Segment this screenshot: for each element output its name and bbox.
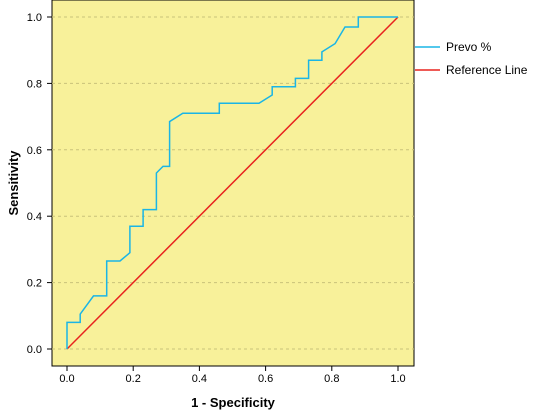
series-line-reference-line xyxy=(66,16,399,350)
x-tick-label: 0.4 xyxy=(192,373,207,385)
y-axis-title: Sensitivity xyxy=(6,150,21,216)
legend-label-reference-line: Reference Line xyxy=(446,63,528,77)
series xyxy=(66,16,399,350)
y-tick-label: 0.2 xyxy=(27,278,42,290)
y-tick-label: 0.4 xyxy=(27,211,42,223)
y-tick-label: 1.0 xyxy=(27,12,42,24)
series-line-prevo xyxy=(66,16,398,349)
legend-label-prevo: Prevo % xyxy=(446,40,492,54)
x-tick-label: 0.0 xyxy=(59,373,74,385)
x-axis-title: 1 - Specificity xyxy=(191,395,276,410)
x-tick-label: 1.0 xyxy=(390,373,405,385)
x-tick-label: 0.2 xyxy=(126,373,141,385)
axes: 0.0 0.2 0.4 0.6 0.8 1.0 0.0 0.2 0.4 0.6 0.8 1.0 xyxy=(27,12,406,385)
legend: Prevo % Reference Line xyxy=(415,40,528,77)
y-tick-label: 0.0 xyxy=(27,344,42,356)
y-tick-label: 0.8 xyxy=(27,78,42,90)
x-tick-label: 0.6 xyxy=(258,373,273,385)
gridlines xyxy=(52,16,414,350)
x-tick-label: 0.8 xyxy=(324,373,339,385)
y-tick-label: 0.6 xyxy=(27,145,42,157)
